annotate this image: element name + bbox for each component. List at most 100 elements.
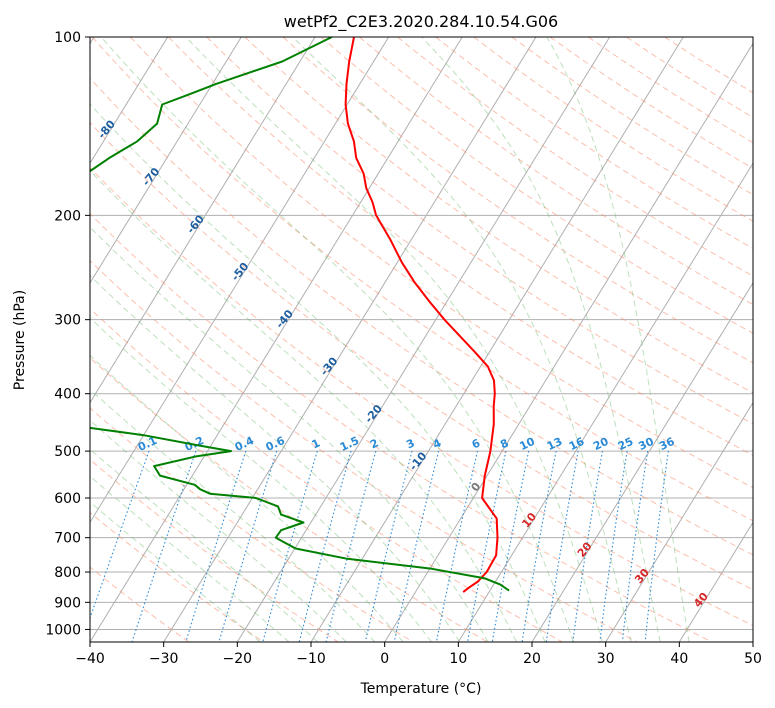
x-tick-label: −20: [223, 651, 253, 667]
mixing-ratio-label: 25: [616, 435, 635, 453]
isotherm-line: [531, 281, 753, 642]
moist-adiabat-line: [292, 37, 632, 642]
x-tick-label: 20: [523, 651, 541, 667]
y-tick-label: 1000: [45, 622, 81, 638]
moist-adiabat-line: [90, 448, 319, 642]
mixing-ratio-line: [572, 451, 603, 642]
moist-adiabat-line: [90, 419, 347, 642]
mixing-ratio-line: [218, 450, 278, 642]
y-tick-label: 100: [54, 30, 81, 46]
background-lines: [90, 37, 753, 642]
mixing-ratio-line: [621, 451, 649, 642]
mixing-ratio-line: [435, 450, 479, 642]
moist-adiabat-line: [90, 226, 489, 642]
temperature-profile-line: [344, 37, 499, 593]
moist-adiabat-line: [185, 37, 603, 642]
x-tick-label: −30: [149, 651, 179, 667]
isotherm-line: [90, 37, 242, 284]
isotherm-line: [90, 37, 169, 165]
moist-adiabat-line: [100, 37, 575, 642]
moist-adiabat-line: [546, 37, 690, 642]
moist-adiabat-line: [90, 354, 404, 642]
mixing-ratio-label: 36: [657, 435, 677, 453]
dry-adiabat-line: [90, 77, 753, 556]
x-tick-label: −40: [75, 651, 105, 667]
y-tick-label: 700: [54, 531, 81, 547]
y-tick-label: 500: [54, 444, 81, 460]
mixing-ratio-label: 20: [591, 435, 611, 453]
y-tick-label: 400: [54, 387, 81, 403]
y-axis: 100 200 300 400 500 600 700 800 900 1000: [45, 30, 90, 638]
mixing-ratio-line: [393, 450, 440, 642]
mixing-ratio-line: [545, 450, 579, 642]
plot-background: [90, 37, 753, 642]
dry-adiabat-line: [90, 259, 638, 642]
isotherm-line: [90, 37, 390, 524]
moist-adiabat-line: [90, 103, 546, 642]
mixing-ratio-line: [298, 450, 352, 642]
isotherm-line: [236, 37, 611, 642]
isotherm-line: [678, 521, 753, 642]
isotherm-line: [605, 401, 753, 642]
x-tick-label: 10: [449, 651, 467, 667]
dry-adiabat-line: [90, 212, 712, 642]
mixing-ratio-label: 13: [545, 435, 564, 453]
dry-adiabat-line: [244, 37, 753, 394]
mixing-ratio-line: [325, 450, 377, 642]
mixing-ratio-line: [131, 450, 197, 642]
dry-adiabat-line: [549, 37, 753, 170]
y-tick-label: 800: [54, 565, 81, 581]
x-tick-label: 40: [670, 651, 688, 667]
dewpoint-profile-line: [90, 37, 510, 592]
plot-frame: [89, 36, 754, 643]
isotherm-line: [752, 641, 753, 642]
y-tick-label: 600: [54, 491, 81, 507]
moist-adiabat-line: [90, 388, 376, 642]
moist-adiabat-line: [90, 475, 290, 642]
x-tick-label: 0: [380, 651, 389, 667]
y-axis-title: Pressure (hPa): [12, 290, 28, 390]
x-axis-title: Temperature (°C): [360, 681, 482, 697]
x-axis: −40 −30 −20 −10 0 10 20 30 40 50: [75, 642, 762, 667]
dry-adiabat-line: [90, 167, 753, 627]
x-tick-label: −10: [296, 651, 326, 667]
mixing-ratio-label: 10: [518, 435, 538, 453]
dry-adiabat-line: [206, 37, 753, 425]
dry-adiabat-label: -100: [4, 20, 32, 50]
mixing-ratio-line: [466, 450, 507, 642]
isotherm-line: [384, 42, 753, 642]
mixing-ratio-line: [90, 450, 150, 620]
x-tick-label: 30: [597, 651, 615, 667]
dry-adiabat-line: [359, 37, 753, 306]
dry-adiabat-line: [130, 37, 753, 489]
x-tick-label: 50: [744, 651, 762, 667]
dry-adiabat-label: -90: [51, 70, 74, 94]
y-tick-label: 300: [54, 313, 81, 329]
dry-adiabat-line: [282, 37, 753, 364]
mixing-ratio-label: 30: [636, 435, 656, 453]
mixing-ratio-line: [491, 450, 530, 642]
mixing-ratio-line: [644, 451, 669, 642]
dry-adiabat-line: [435, 37, 753, 250]
moist-adiabat-line: [90, 317, 432, 642]
dry-adiabat-line: [320, 37, 753, 334]
moist-adiabat-line: [421, 37, 661, 642]
dry-adiabat-line: [90, 308, 563, 642]
moist-adiabat-line: [90, 169, 517, 642]
isotherm-line: [310, 37, 684, 642]
isotherm-line: [457, 162, 753, 642]
mixing-ratio-label: 16: [567, 435, 587, 453]
y-tick-label: 900: [54, 595, 81, 611]
chart-title: wetPf2_C2E3.2020.284.10.54.G06: [284, 12, 558, 32]
moist-adiabat-line: [90, 274, 461, 642]
isotherm-line: [90, 37, 463, 642]
mixing-ratio-line: [185, 450, 247, 642]
mixing-ratio-line: [599, 451, 628, 642]
y-tick-label: 200: [54, 208, 81, 224]
mixing-ratio-line: [364, 450, 413, 642]
isotherm-line: [90, 37, 316, 404]
profile-lines: [90, 37, 510, 593]
dry-adiabat-line: [90, 121, 753, 591]
dry-adiabat-line: [473, 37, 753, 222]
